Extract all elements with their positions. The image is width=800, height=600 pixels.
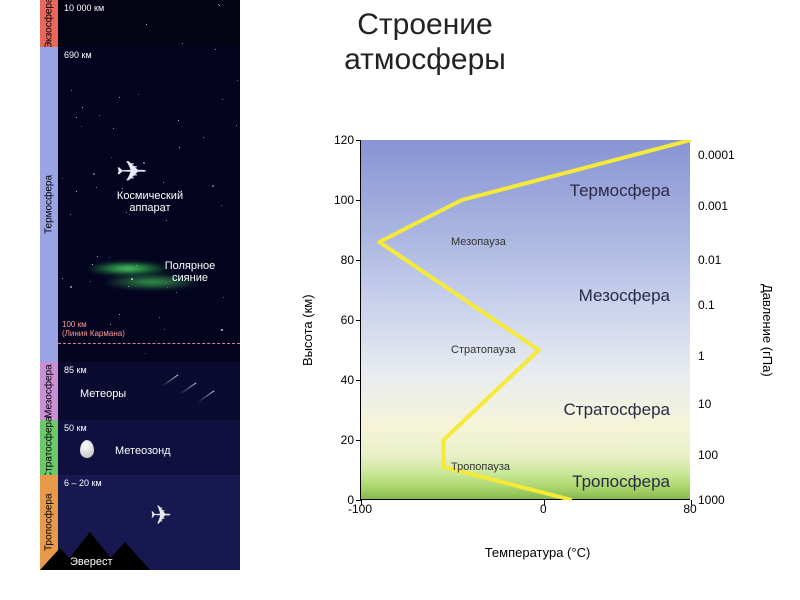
y-tick: 20: [341, 433, 354, 447]
band-labels: ЭкзосфераТермосфераМезосфераСтратосфераТ…: [40, 0, 58, 570]
meteors-label: Метеоры: [80, 388, 126, 400]
weather-balloon-label: Метеозонд: [115, 445, 171, 457]
aurora-label: Полярное сияние: [150, 260, 230, 284]
altitude-marker: 85 км: [64, 365, 87, 375]
y-ticks: 020406080100120: [322, 140, 360, 500]
pause-label: Тропопауза: [451, 461, 510, 473]
karman-line-label: 100 км (Линия Кармана): [62, 320, 162, 338]
band-label: Термосфера: [40, 47, 58, 362]
y-axis-label: Высота (км): [300, 140, 318, 520]
spacecraft-icon: ✈: [115, 155, 148, 188]
y-tick: 40: [341, 373, 354, 387]
pressure-axis-label: Давление (гПа): [757, 140, 775, 520]
page-title: Строение атмосферы: [240, 8, 610, 77]
y-tick: 80: [341, 253, 354, 267]
pause-label: Стратопауза: [451, 344, 516, 356]
column-layer: 10 000 км: [58, 0, 240, 47]
x-ticks: -100080: [360, 500, 690, 520]
temperature-chart: Высота (км) Давление (гПа) Температура (…: [300, 140, 775, 560]
title-l1: Строение: [357, 8, 492, 41]
layer-label: Тропосфера: [572, 472, 670, 492]
band-label: Стратосфера: [40, 420, 58, 475]
band-label: Мезосфера: [40, 362, 58, 420]
layer-label: Термосфера: [570, 181, 670, 201]
atmosphere-column: ЭкзосфераТермосфераМезосфераСтратосфераТ…: [40, 0, 240, 570]
y-tick: 120: [334, 133, 354, 147]
band-label: Экзосфера: [40, 0, 58, 47]
y-tick: 100: [334, 193, 354, 207]
plot-area: Термосфера Мезосфера Стратосфера Тропосфера…: [360, 140, 690, 500]
y-tick: 60: [341, 313, 354, 327]
altitude-marker: 690 км: [64, 50, 92, 60]
everest-label: Эверест: [70, 556, 113, 568]
pause-label: Мезопауза: [451, 236, 506, 248]
layer-label: Стратосфера: [564, 400, 671, 420]
airplane-icon: ✈: [150, 500, 172, 531]
title-l2: атмосферы: [344, 43, 506, 76]
x-axis-label: Температура (°C): [300, 545, 775, 560]
altitude-marker: 6 – 20 км: [64, 478, 102, 488]
balloon-icon: [80, 440, 94, 458]
altitude-marker: 10 000 км: [64, 3, 104, 13]
spacecraft-label: Космический аппарат: [100, 190, 200, 214]
layer-label: Мезосфера: [579, 286, 670, 306]
altitude-marker: 50 км: [64, 423, 87, 433]
karman-line: [58, 343, 240, 344]
